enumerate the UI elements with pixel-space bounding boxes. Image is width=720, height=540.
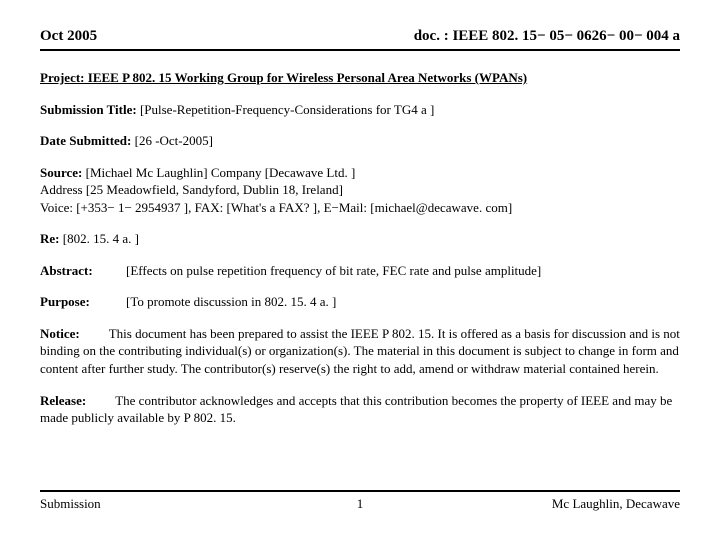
date-submitted-row: Date Submitted: [26 -Oct-2005] — [40, 132, 680, 150]
re-row: Re: [802. 15. 4 a. ] — [40, 230, 680, 248]
slide-page: { "header": { "date": "Oct 2005", "docre… — [0, 0, 720, 540]
body: Project: IEEE P 802. 15 Working Group fo… — [40, 69, 680, 427]
notice-row: Notice: This document has been prepared … — [40, 325, 680, 378]
re-label: Re: — [40, 231, 60, 246]
footer-bar: Submission 1 Mc Laughlin, Decawave — [40, 490, 680, 512]
source-row: Source: [Michael Mc Laughlin] Company [D… — [40, 164, 680, 217]
re-value: [802. 15. 4 a. ] — [60, 231, 139, 246]
purpose-label: Purpose: — [40, 293, 126, 311]
source-label: Source: — [40, 165, 82, 180]
source-line3: Voice: [+353− 1− 2954937 ], FAX: [What's… — [40, 199, 680, 217]
project-line: Project: IEEE P 802. 15 Working Group fo… — [40, 69, 680, 87]
submission-title-value: [Pulse-Repetition-Frequency-Consideratio… — [137, 102, 435, 117]
abstract-value: [Effects on pulse repetition frequency o… — [126, 262, 680, 280]
release-row: Release: The contributor acknowledges an… — [40, 392, 680, 427]
purpose-value: [To promote discussion in 802. 15. 4 a. … — [126, 293, 680, 311]
source-line1: [Michael Mc Laughlin] Company [Decawave … — [82, 165, 355, 180]
purpose-row: Purpose: [To promote discussion in 802. … — [40, 293, 680, 311]
release-label: Release: — [40, 393, 86, 408]
submission-title-row: Submission Title: [Pulse-Repetition-Freq… — [40, 101, 680, 119]
source-line2: Address [25 Meadowfield, Sandyford, Dubl… — [40, 181, 680, 199]
abstract-label: Abstract: — [40, 262, 126, 280]
abstract-row: Abstract: [Effects on pulse repetition f… — [40, 262, 680, 280]
release-value: The contributor acknowledges and accepts… — [40, 393, 672, 426]
submission-title-label: Submission Title: — [40, 102, 137, 117]
date-submitted-label: Date Submitted: — [40, 133, 131, 148]
footer-center: 1 — [40, 496, 680, 512]
notice-value: This document has been prepared to assis… — [40, 326, 680, 376]
header-date: Oct 2005 — [40, 28, 97, 45]
date-submitted-value: [26 -Oct-2005] — [131, 133, 213, 148]
header-docref: doc. : IEEE 802. 15− 05− 0626− 00− 004 a — [414, 28, 680, 45]
notice-label: Notice: — [40, 326, 80, 341]
header-bar: Oct 2005 doc. : IEEE 802. 15− 05− 0626− … — [40, 28, 680, 51]
